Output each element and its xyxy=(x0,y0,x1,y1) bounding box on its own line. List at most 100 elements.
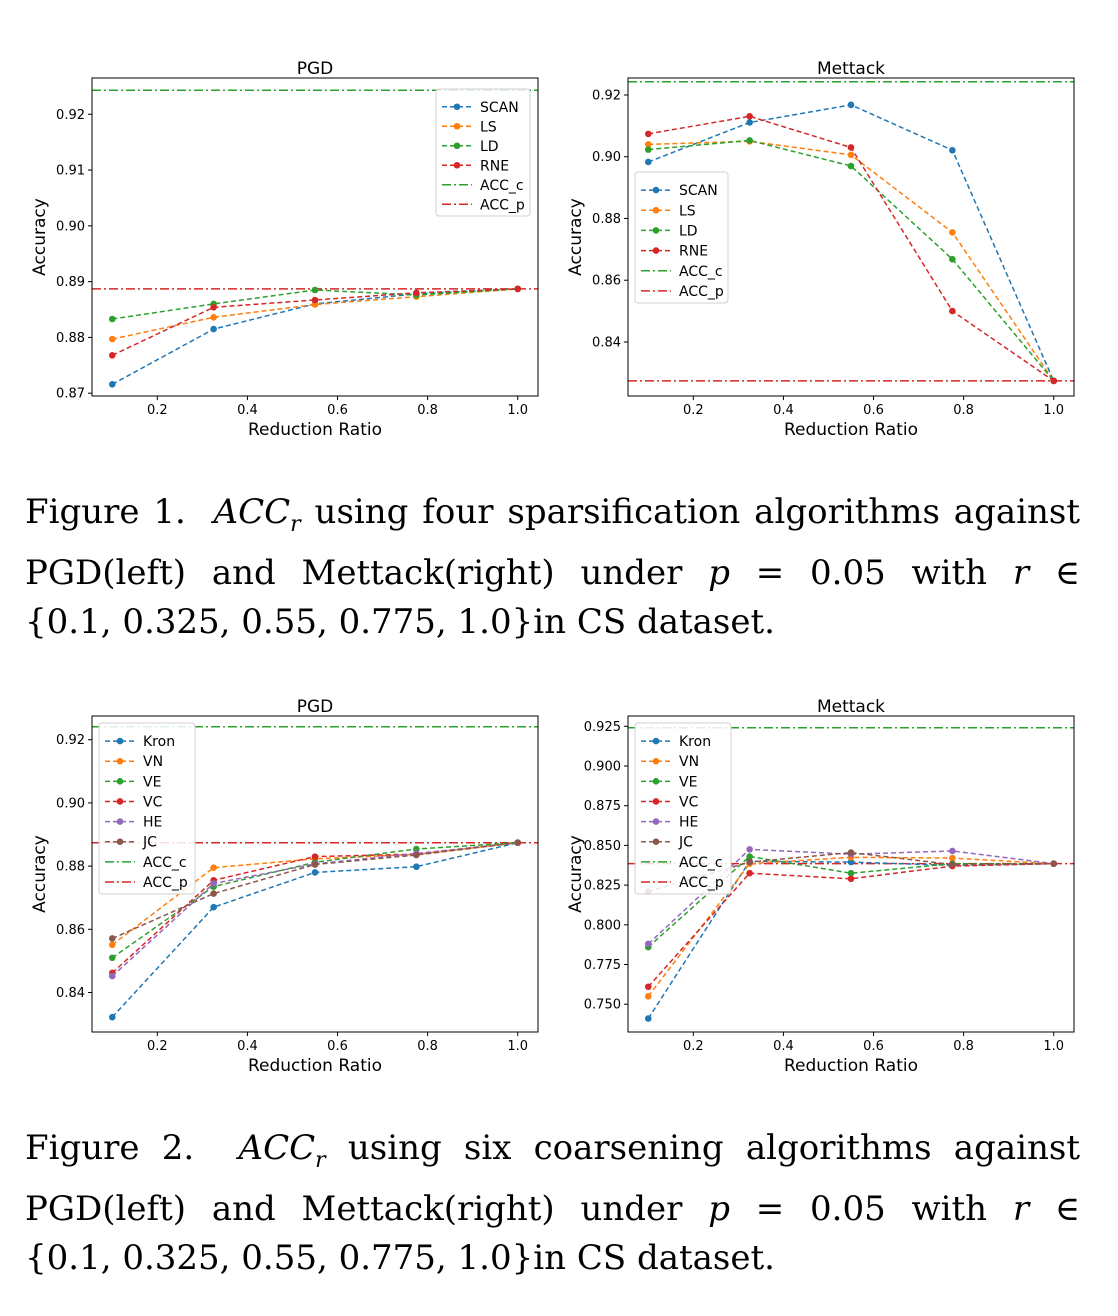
series-line-rne xyxy=(111,288,518,356)
y-tick-label: 0.86 xyxy=(592,274,621,289)
legend-marker-ls xyxy=(652,206,660,214)
figure-2-label: Figure 2. xyxy=(25,1128,195,1168)
legend-marker-ve xyxy=(116,778,124,785)
y-axis-label: Accuracy xyxy=(566,198,586,276)
figure-2-caption: Figure 2. ACCr using six coarsening algo… xyxy=(25,1124,1080,1283)
x-tick-label: 0.8 xyxy=(953,403,974,418)
legend-label-ve: VE xyxy=(679,774,697,790)
legend-label-vc: VC xyxy=(143,794,163,810)
series-line-ld xyxy=(648,139,1055,382)
legend-label-ve: VE xyxy=(143,774,161,790)
data-point-jc xyxy=(210,890,217,897)
legend-label-acc-c: ACC_c xyxy=(679,264,723,280)
data-point-rne xyxy=(514,285,522,293)
data-point-rne xyxy=(210,303,217,311)
legend-label-kron: Kron xyxy=(679,734,711,750)
x-tick-label: 1.0 xyxy=(507,1039,528,1054)
data-point-kron xyxy=(311,869,319,876)
data-point-vn xyxy=(108,941,116,949)
x-axis-label: Reduction Ratio xyxy=(248,420,382,440)
legend-marker-ls xyxy=(453,122,461,130)
legend-marker-ld xyxy=(453,142,461,150)
figure-2-caption-line2: PGD(left) and Mettack(right) under xyxy=(25,1188,683,1229)
data-point-ld xyxy=(108,315,116,323)
figure-2-with: with xyxy=(911,1188,988,1229)
legend-marker-vc xyxy=(652,798,660,805)
data-point-scan xyxy=(644,158,652,166)
legend-marker-rne xyxy=(652,247,660,254)
x-axis-label: Reduction Ratio xyxy=(784,1056,918,1076)
x-tick-label: 1.0 xyxy=(1043,403,1064,418)
chart-title: PGD xyxy=(297,59,334,79)
x-tick-label: 0.6 xyxy=(863,1039,884,1054)
legend-label-he: HE xyxy=(143,815,162,831)
figure-2-set: {0.1, 0.325, 0.55, 0.775, 1.0} xyxy=(25,1237,534,1278)
x-tick-label: 0.4 xyxy=(773,403,794,418)
data-point-jc xyxy=(514,839,522,847)
data-point-he xyxy=(746,846,753,853)
y-tick-label: 0.800 xyxy=(584,918,621,933)
chart-3: PGD 0.2 0.4 0.6 0.8 1.0 0.84 0.86 0.88 0.90 0.92 Re… xyxy=(30,697,539,1076)
x-tick-label: 0.8 xyxy=(417,1039,438,1054)
y-tick-label: 0.750 xyxy=(584,998,621,1013)
figure-1-equals: = xyxy=(755,552,785,593)
data-point-jc xyxy=(1050,860,1058,867)
x-axis-label: Reduction Ratio xyxy=(784,420,918,440)
legend-label-acc-p: ACC_p xyxy=(480,197,525,213)
y-axis-label: Accuracy xyxy=(30,198,50,276)
y-tick-label: 0.87 xyxy=(56,387,85,402)
y-axis-label: Accuracy xyxy=(566,835,586,913)
legend-marker-ld xyxy=(652,227,660,234)
data-point-rne xyxy=(1050,377,1058,385)
data-point-jc xyxy=(847,849,855,856)
legend-label-scan: SCAN xyxy=(679,183,718,199)
y-tick-label: 0.900 xyxy=(584,760,621,775)
y-tick-label: 0.86 xyxy=(56,923,85,938)
x-tick-label: 0.4 xyxy=(237,1039,258,1054)
legend-marker-vn xyxy=(652,757,660,765)
data-point-he xyxy=(108,972,116,980)
y-tick-label: 0.88 xyxy=(56,860,85,875)
data-point-kron xyxy=(210,903,217,911)
figure-1-acc-symbol: ACC xyxy=(213,492,291,532)
data-point-vn xyxy=(644,992,652,1000)
plot-frame xyxy=(91,77,539,397)
legend-label-ls: LS xyxy=(480,119,497,135)
y-tick-label: 0.90 xyxy=(56,219,85,234)
y-tick-label: 0.850 xyxy=(584,839,621,854)
data-point-ls xyxy=(644,141,652,148)
data-point-rne xyxy=(644,130,652,138)
legend-label-vn: VN xyxy=(143,754,163,770)
chart-title: PGD xyxy=(297,697,334,717)
data-point-vn xyxy=(949,854,956,862)
figure-1-in-symbol: ∈ xyxy=(1054,552,1081,593)
figure-1-r-symbol: r xyxy=(1012,552,1030,593)
legend-box xyxy=(634,722,732,895)
series-line-ls xyxy=(112,288,518,340)
figure-1-acc-subscript: r xyxy=(290,511,301,537)
y-tick-label: 0.875 xyxy=(584,799,621,814)
y-tick-label: 0.925 xyxy=(584,720,621,735)
data-point-ls xyxy=(210,314,217,321)
data-point-ls xyxy=(108,335,116,343)
data-point-jc xyxy=(746,858,753,866)
legend-marker-vn xyxy=(116,757,124,765)
y-tick-label: 0.825 xyxy=(584,879,621,894)
figure-1-p-value: 0.05 xyxy=(810,552,886,593)
x-tick-label: 0.6 xyxy=(863,403,884,418)
data-point-he xyxy=(644,940,652,948)
data-point-ve xyxy=(847,869,855,877)
plot-frame xyxy=(627,77,1075,397)
y-tick-label: 0.90 xyxy=(56,796,85,811)
legend-label-acc-c: ACC_c xyxy=(143,855,187,871)
legend-label-vn: VN xyxy=(679,754,699,770)
chart-title: Mettack xyxy=(817,697,885,717)
x-tick-label: 0.2 xyxy=(683,1039,704,1054)
x-axis-label: Reduction Ratio xyxy=(248,1056,382,1076)
data-point-ld xyxy=(644,146,652,153)
y-tick-label: 0.92 xyxy=(56,733,85,748)
data-point-scan xyxy=(847,101,855,109)
y-tick-label: 0.89 xyxy=(56,275,85,290)
y-tick-label: 0.84 xyxy=(56,986,85,1001)
